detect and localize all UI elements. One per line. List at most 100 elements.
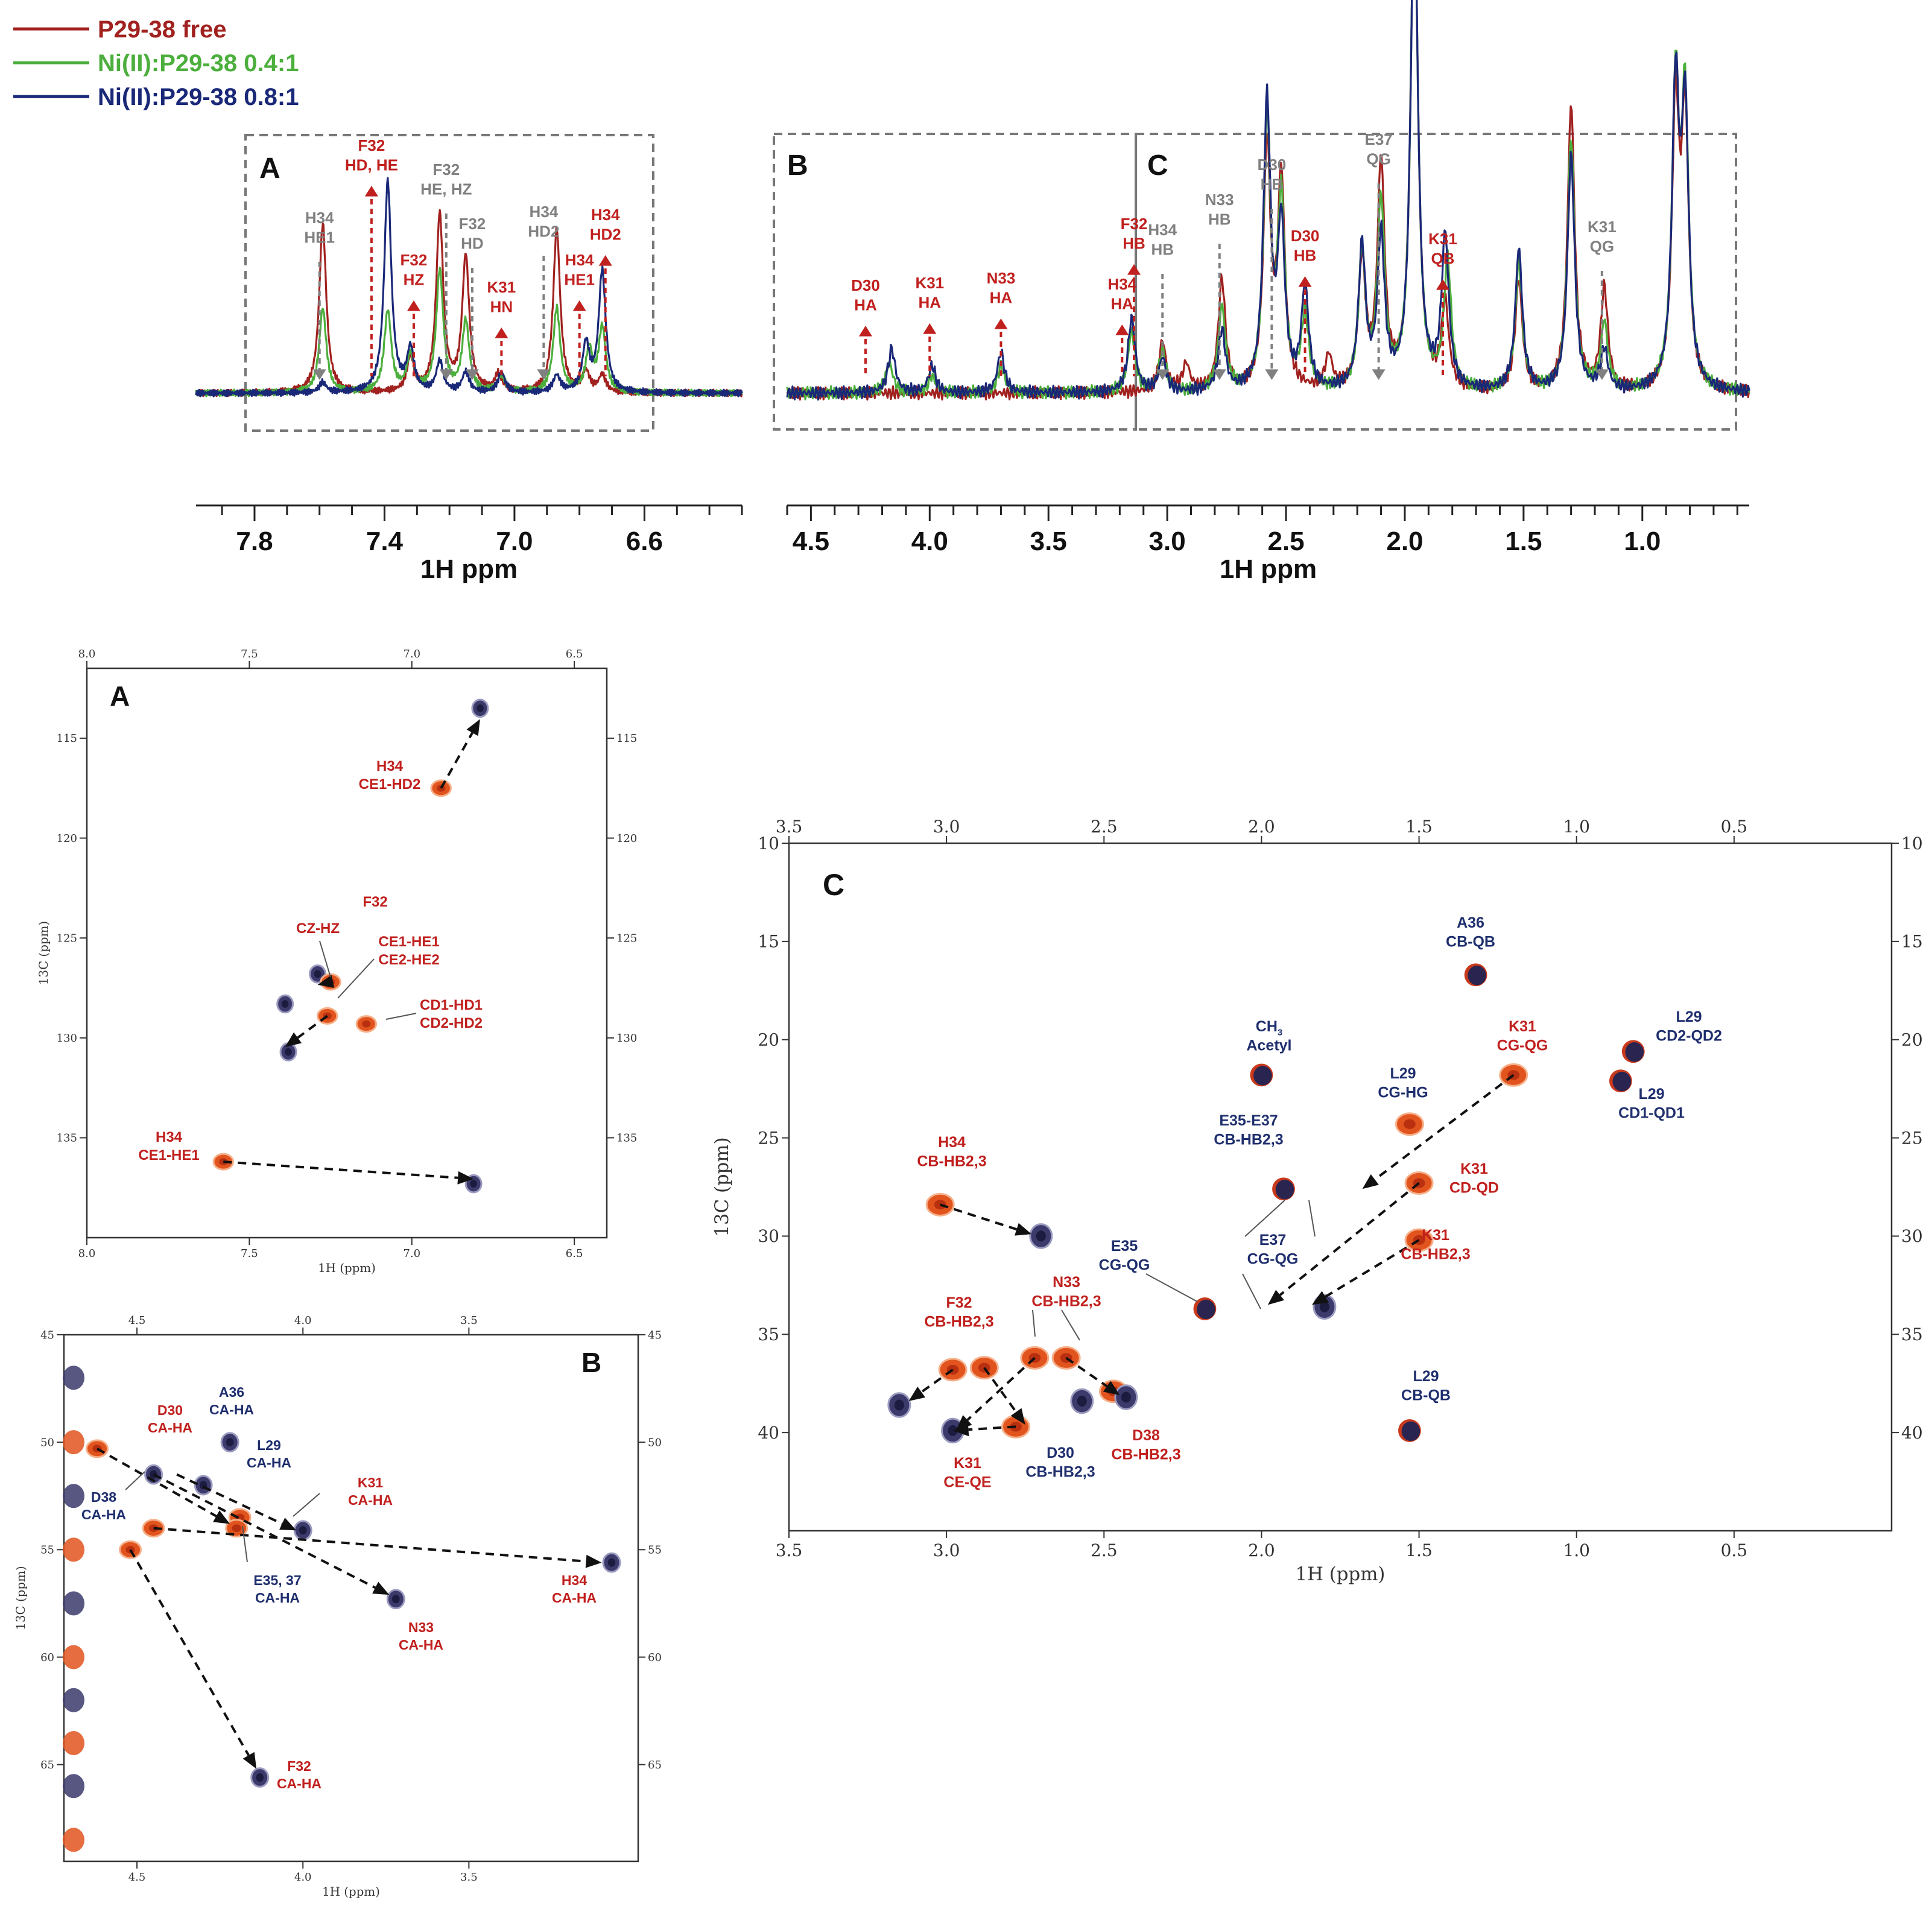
shift-arrow [1279, 1182, 1420, 1296]
peak-label: F32 [287, 1758, 311, 1774]
peak-annotation: HE, HZ [420, 180, 472, 198]
peak-bound-core [281, 999, 289, 1008]
peak-label: F32 [946, 1294, 972, 1311]
peak-annotation: H34 [530, 203, 559, 221]
peak-label: A36 [1457, 914, 1484, 931]
peak-annotation: K31 [915, 274, 944, 292]
x-tick-label: 0.5 [1721, 817, 1748, 837]
hsqc-panel-c: 3.5 3.5 3.0 3.0 2.5 2.5 2.0 2.0 1.5 1.5 1.0 1.0 0.5 0… [711, 817, 1922, 1585]
peak-label: N33 [408, 1619, 434, 1635]
leader-line [1244, 1200, 1285, 1237]
peak-label: K31 [1460, 1160, 1488, 1177]
peak-annotation: HA [919, 294, 942, 312]
peak-label: K31 [954, 1455, 981, 1472]
arrowhead-up [495, 328, 508, 338]
panel-label: B [581, 1347, 601, 1378]
y-tick-label: 20 [758, 1030, 779, 1050]
edge-peak [63, 1366, 84, 1390]
x-tick-label: 3.5 [776, 817, 803, 837]
peak-annotation: K31 [1588, 218, 1617, 236]
peak-annotation: D30 [851, 276, 880, 294]
peak-label: L29 [257, 1437, 281, 1453]
peak-overlap-bound [1468, 966, 1486, 986]
peak-label: H34 [562, 1572, 587, 1588]
x-tick-label: 0.5 [1721, 1540, 1748, 1560]
peak-label: CB-HB2,3 [917, 1153, 986, 1170]
shift-arrow [153, 1473, 376, 1589]
one-d-spectra: 7.8 7.4 7.0 6.6 1H ppm H34 HE1 F32 HD, HE F32 HZ F3… [195, 0, 1750, 584]
shift-arrow [176, 1473, 283, 1525]
shift-arrowhead [242, 1752, 257, 1769]
legend: P29-38 free Ni(II):P29-38 0.4:1 Ni(II):P29… [13, 16, 299, 110]
shift-arrow [1325, 1239, 1420, 1298]
x-tick-label: 4.5 [128, 1314, 146, 1327]
peak-free-core [232, 1524, 241, 1532]
arrowhead-down [439, 369, 453, 380]
y-tick-label: 115 [616, 732, 637, 745]
peak-overlap-bound [1625, 1042, 1644, 1062]
peak-annotation: N33 [987, 269, 1016, 287]
tick-label: 1.0 [1624, 527, 1661, 556]
peak-label: D30 [157, 1402, 183, 1418]
spectrum-line [195, 267, 743, 397]
panel-label: C [823, 868, 844, 902]
shift-arrowhead [585, 1554, 602, 1568]
peak-annotation: F32 [432, 160, 460, 179]
x-tick-label: 7.0 [403, 1247, 420, 1260]
x-tick-label: 2.0 [1248, 817, 1275, 837]
shift-arrowhead [1103, 1381, 1120, 1396]
shift-arrow [1065, 1356, 1108, 1388]
peak-label: H34 [156, 1129, 183, 1145]
peak-annotation: HZ [404, 271, 425, 289]
peak-annotation: H34 [591, 206, 620, 224]
peak-label: CA-HA [247, 1455, 291, 1470]
peak-bound-core [226, 1438, 234, 1447]
peak-annotation: F32 [358, 136, 385, 154]
arrowhead-up [1298, 276, 1312, 287]
peak-label: E35 [1111, 1238, 1138, 1255]
arrowhead-down [465, 369, 479, 380]
x-tick-label: 3.0 [933, 1540, 960, 1560]
shift-arrow [920, 1369, 954, 1393]
peak-bound-core [391, 1595, 400, 1604]
shift-arrow [983, 1367, 1018, 1413]
y-tick-label: 15 [1901, 932, 1923, 952]
peak-bound-core [1036, 1230, 1046, 1242]
x-tick-label: 1.0 [1563, 1540, 1590, 1560]
arrowhead-up [858, 326, 872, 337]
plot-frame [86, 667, 608, 1239]
peak-annotation: HB [1151, 241, 1174, 259]
x-axis-label: 1H (ppm) [322, 1885, 380, 1899]
peak-annotation: HA [990, 289, 1013, 307]
y-tick-label: 45 [648, 1329, 662, 1341]
x-tick-label: 6.5 [566, 648, 583, 660]
legend-label: Ni(II):P29-38 0.8:1 [98, 84, 299, 110]
shift-arrowhead [466, 719, 480, 736]
arrowhead-up [572, 300, 586, 311]
x-tick-label: 2.5 [1091, 1540, 1118, 1560]
peak-bound-core [1121, 1391, 1131, 1403]
arrowhead-down [1212, 369, 1226, 380]
peak-annotation: QG [1590, 238, 1614, 256]
peak-label: H34 [376, 758, 404, 774]
y-tick-label: 40 [1901, 1423, 1923, 1443]
box-label: B [787, 150, 808, 182]
y-tick-label: 20 [1901, 1030, 1923, 1050]
y-tick-label: 55 [648, 1544, 662, 1557]
peak-label: CD1-HD1 [420, 997, 483, 1013]
leader-line [125, 1471, 145, 1490]
y-tick-label: 135 [616, 1132, 637, 1145]
tick-label: 4.0 [911, 527, 948, 556]
peak-annotation: E37 [1364, 130, 1392, 148]
peak-annotation: HN [490, 298, 513, 316]
hsqc-panel-b: 4.5 4.5 4.0 4.0 3.5 3.5 45 45 50 50 55 55 60 60 65 65 1H… [14, 1314, 662, 1899]
peak-label: CA-HA [148, 1420, 192, 1435]
y-tick-label: 45 [40, 1329, 54, 1341]
peak-annotation: HE1 [564, 271, 595, 289]
arrowhead-down [1265, 369, 1279, 380]
peak-label: CB-HB2,3 [1214, 1131, 1283, 1148]
peak-annotation: HE1 [304, 229, 335, 247]
x-tick-label: 4.0 [294, 1871, 312, 1884]
arrowhead-down [1156, 369, 1170, 380]
